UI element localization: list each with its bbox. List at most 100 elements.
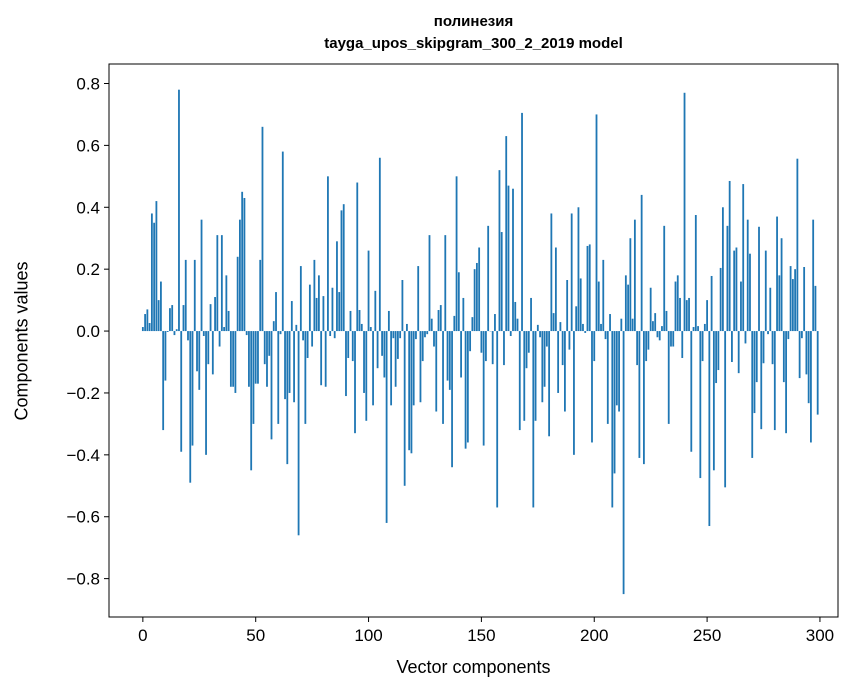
chart-subtitle: tayga_upos_skipgram_300_2_2019 model <box>324 35 623 52</box>
bar-119 <box>410 331 413 454</box>
bar-37 <box>225 275 228 332</box>
bar-213 <box>622 331 625 595</box>
bar-210 <box>615 331 618 406</box>
bar-198 <box>588 244 591 332</box>
bar-219 <box>636 331 639 366</box>
bar-158 <box>498 170 501 332</box>
bar-170 <box>525 331 528 369</box>
bar-263 <box>735 247 738 332</box>
bar-112 <box>394 331 397 387</box>
bar-123 <box>419 331 422 403</box>
bar-30 <box>209 304 212 332</box>
x-tick-label: 300 <box>806 626 834 645</box>
bar-33 <box>216 235 219 332</box>
y-axis-label: Components values <box>11 261 32 421</box>
x-tick-label: 0 <box>138 626 147 645</box>
bar-295 <box>807 331 810 404</box>
bar-34 <box>218 331 221 347</box>
bar-240 <box>683 92 686 332</box>
bar-115 <box>401 280 404 332</box>
bar-214 <box>624 275 627 332</box>
bar-222 <box>642 331 645 465</box>
bar-229 <box>658 331 661 341</box>
bar-101 <box>369 327 372 332</box>
bar-35 <box>220 235 223 332</box>
bar-164 <box>512 188 514 332</box>
bar-288 <box>791 279 794 332</box>
bar-82 <box>327 176 329 332</box>
bar-265 <box>740 281 742 332</box>
bar-134 <box>444 235 447 332</box>
bar-88 <box>340 210 343 332</box>
bar-45 <box>243 197 246 332</box>
axes-frame <box>108 63 839 618</box>
bar-208 <box>611 331 614 508</box>
bar-71 <box>302 331 305 341</box>
bar-193 <box>577 207 580 332</box>
bar-188 <box>566 280 569 332</box>
bar-262 <box>733 250 736 332</box>
bar-200 <box>593 331 596 362</box>
bar-183 <box>554 247 557 332</box>
bar-161 <box>505 136 508 332</box>
bar-223 <box>645 331 648 362</box>
bar-197 <box>586 245 589 332</box>
bar-217 <box>631 318 634 332</box>
bar-66 <box>290 301 293 332</box>
bar-99 <box>365 331 368 421</box>
bar-247 <box>699 331 702 479</box>
bar-165 <box>514 301 517 332</box>
y-tick-label: −0.6 <box>66 508 100 527</box>
bar-286 <box>787 331 790 340</box>
bar-221 <box>640 194 643 332</box>
bar-167 <box>518 331 521 431</box>
bar-146 <box>471 317 474 332</box>
y-tick-label: −0.8 <box>66 570 100 589</box>
bar-179 <box>545 331 548 347</box>
bar-78 <box>317 275 320 332</box>
bar-100 <box>367 250 370 332</box>
bar-83 <box>329 331 332 337</box>
bar-180 <box>548 331 551 437</box>
bar-11 <box>166 331 169 332</box>
bar-55 <box>266 331 268 387</box>
bar-209 <box>613 331 616 474</box>
bar-191 <box>573 331 575 455</box>
bar-242 <box>688 297 690 332</box>
bar-128 <box>430 318 433 332</box>
bar-173 <box>532 331 535 508</box>
bar-110 <box>390 331 393 406</box>
bar-117 <box>406 323 408 332</box>
bar-26 <box>200 219 203 332</box>
bar-129 <box>433 331 435 347</box>
bar-84 <box>331 287 334 332</box>
bar-235 <box>672 331 675 347</box>
y-tick-label: 0.0 <box>76 322 100 341</box>
bar-46 <box>245 331 248 336</box>
bar-89 <box>342 204 345 332</box>
bar-25 <box>198 331 201 390</box>
bar-19 <box>184 259 187 332</box>
bar-162 <box>507 185 510 332</box>
bar-64 <box>286 331 289 465</box>
bar-90 <box>345 331 347 397</box>
bar-218 <box>633 219 636 332</box>
bar-50 <box>254 331 257 384</box>
bar-294 <box>805 331 808 375</box>
bar-96 <box>358 310 361 332</box>
bar-237 <box>676 275 679 332</box>
bar-54 <box>263 331 266 365</box>
bar-53 <box>261 126 264 332</box>
bar-239 <box>681 331 684 358</box>
bar-230 <box>661 326 663 332</box>
bar-39 <box>229 331 232 387</box>
bar-6 <box>155 201 158 332</box>
bar-58 <box>272 321 275 332</box>
bar-202 <box>597 281 600 332</box>
x-tick-label: 100 <box>354 626 382 645</box>
bar-206 <box>606 331 609 424</box>
bar-61 <box>279 331 282 335</box>
chart-title: полинезия <box>433 13 514 30</box>
bar-207 <box>609 314 611 332</box>
bar-261 <box>731 331 733 363</box>
